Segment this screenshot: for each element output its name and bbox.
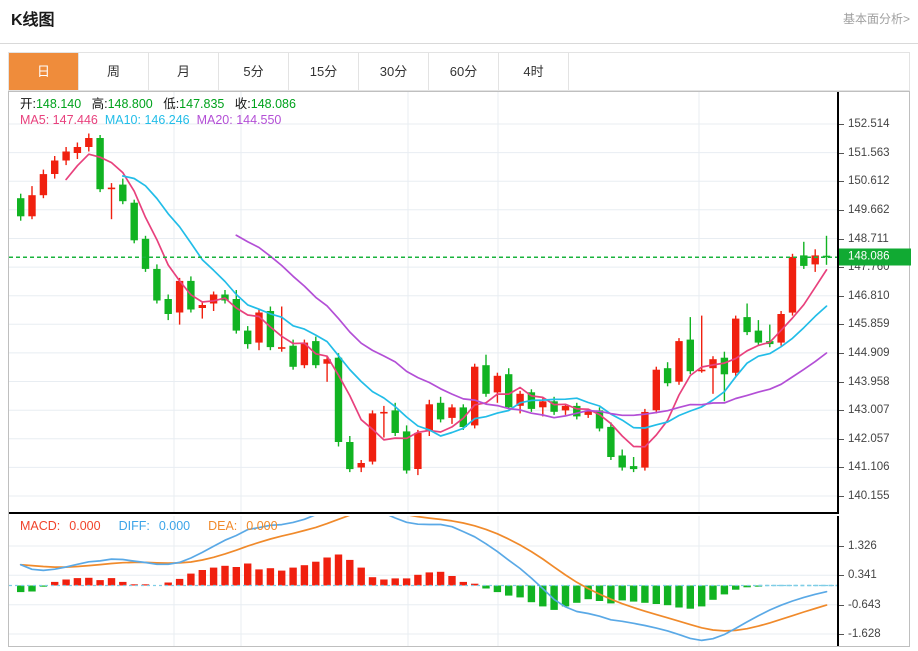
macd-axis-tick <box>839 634 844 635</box>
macd-axis[interactable]: 1.326 0.341 -0.643 -1.628 <box>837 516 909 646</box>
price-axis-tick <box>839 352 844 354</box>
price-axis-tick <box>839 467 844 469</box>
price-axis-tick <box>839 324 844 326</box>
price-axis-tick <box>839 438 844 440</box>
price-axis[interactable]: 152.514 151.563 150.612 149.662 148.711 147.7… <box>837 92 911 514</box>
tab-日[interactable]: 日 <box>9 53 79 90</box>
page-header: K线图 基本面分析> <box>0 0 918 44</box>
macd-axis-tick <box>839 575 844 577</box>
macd-panel[interactable]: MACD: 0.000 DIFF: 0.000 DEA: 0.000 <box>9 516 837 646</box>
price-axis-label: 150.612 <box>848 175 890 188</box>
low-label: 低: <box>163 97 180 111</box>
diff-value: 0.000 <box>158 519 191 533</box>
tab-label: 5分 <box>243 64 264 79</box>
price-axis-label: 142.057 <box>848 432 890 445</box>
price-axis-label: 144.909 <box>848 346 890 359</box>
dea-group: DEA: 0.000 <box>208 519 286 533</box>
price-axis-tick <box>839 381 844 383</box>
diff-label: DIFF: <box>118 519 150 533</box>
ohlc-row: 开:148.140 高:148.800 低:147.835 收:148.086 <box>20 96 296 112</box>
tab-label: 周 <box>106 64 120 79</box>
price-axis-label: 143.007 <box>848 404 890 417</box>
price-axis-tick <box>839 209 844 211</box>
tab-label: 4时 <box>523 64 544 79</box>
macd-axis-label: 0.341 <box>848 569 877 582</box>
low-value: 147.835 <box>179 97 225 111</box>
macd-readout: MACD: 0.000 DIFF: 0.000 DEA: 0.000 <box>20 519 296 533</box>
ma10-label: MA10: <box>104 113 141 127</box>
price-axis-tick <box>839 496 844 497</box>
open-value: 148.140 <box>35 97 82 111</box>
ma20-label: MA20: <box>196 113 233 127</box>
ma5-value: 147.446 <box>52 113 98 127</box>
price-axis-label: 151.563 <box>848 146 890 159</box>
macd-axis-label: 1.326 <box>848 540 877 552</box>
price-axis-label: 149.662 <box>848 203 890 216</box>
timeframe-tabbar: 日 周 月 5分 15分 30分 60分 4时 <box>8 52 910 91</box>
current-price-badge: 148.086 <box>839 248 911 266</box>
macd-axis-tick <box>839 546 844 547</box>
price-candlestick-svg <box>9 92 837 512</box>
price-axis-tick <box>839 124 844 125</box>
tab-label: 月 <box>176 64 190 79</box>
high-value: 148.800 <box>107 97 153 111</box>
close-value: 148.086 <box>250 97 296 111</box>
price-axis-tick <box>839 267 844 269</box>
macd-group: MACD: 0.000 <box>20 519 110 533</box>
macd-svg <box>9 516 837 646</box>
fundamental-analysis-link[interactable]: 基本面分析> <box>842 12 910 26</box>
tab-4时[interactable]: 4时 <box>499 53 569 90</box>
dea-label: DEA: <box>208 519 238 533</box>
macd-label: MACD: <box>20 519 61 533</box>
price-axis-label: 143.958 <box>848 375 890 388</box>
tab-月[interactable]: 月 <box>149 53 219 90</box>
open-label: 开: <box>20 97 36 111</box>
ma20-value: 144.550 <box>236 113 282 127</box>
price-axis-label: 146.810 <box>848 289 890 302</box>
tab-5分[interactable]: 5分 <box>219 53 289 90</box>
price-axis-label: 145.859 <box>848 318 890 331</box>
macd-axis-label: -1.628 <box>848 628 881 640</box>
ma5-label: MA5: <box>20 113 50 127</box>
tab-label: 60分 <box>449 64 478 79</box>
macd-axis-label: -0.643 <box>848 598 881 611</box>
chart-frame: 开:148.140 高:148.800 低:147.835 收:148.086 … <box>8 91 911 647</box>
price-axis-label: 152.514 <box>848 118 890 130</box>
price-axis-tick <box>839 152 844 154</box>
price-axis-tick <box>839 181 844 183</box>
tabbar-filler <box>569 53 909 90</box>
ma10-value: 146.246 <box>144 113 190 127</box>
tab-label: 日 <box>36 64 50 79</box>
diff-group: DIFF: 0.000 <box>119 519 200 533</box>
macd-value: 0.000 <box>69 519 101 533</box>
price-axis-label: 148.711 <box>848 232 889 245</box>
tab-label: 30分 <box>379 64 408 79</box>
close-label: 收: <box>234 97 251 111</box>
tab-周[interactable]: 周 <box>79 53 149 90</box>
tab-label: 15分 <box>309 64 338 79</box>
tab-60分[interactable]: 60分 <box>429 53 499 90</box>
ohlc-readout: 开:148.140 高:148.800 低:147.835 收:148.086 … <box>20 96 296 128</box>
tab-15分[interactable]: 15分 <box>289 53 359 90</box>
tab-30分[interactable]: 30分 <box>359 53 429 90</box>
high-label: 高: <box>91 97 108 111</box>
price-axis-tick <box>839 238 844 240</box>
price-axis-tick <box>839 410 844 412</box>
price-axis-label: 140.155 <box>848 490 890 502</box>
ma-row: MA5: 147.446 MA10: 146.246 MA20: 144.550 <box>20 112 296 128</box>
price-panel[interactable]: 开:148.140 高:148.800 低:147.835 收:148.086 … <box>9 92 837 514</box>
dea-value: 0.000 <box>246 519 278 533</box>
page-title: K线图 <box>11 12 55 29</box>
macd-axis-tick <box>839 604 844 606</box>
price-axis-label: 141.106 <box>848 461 890 474</box>
price-axis-tick <box>839 295 844 297</box>
